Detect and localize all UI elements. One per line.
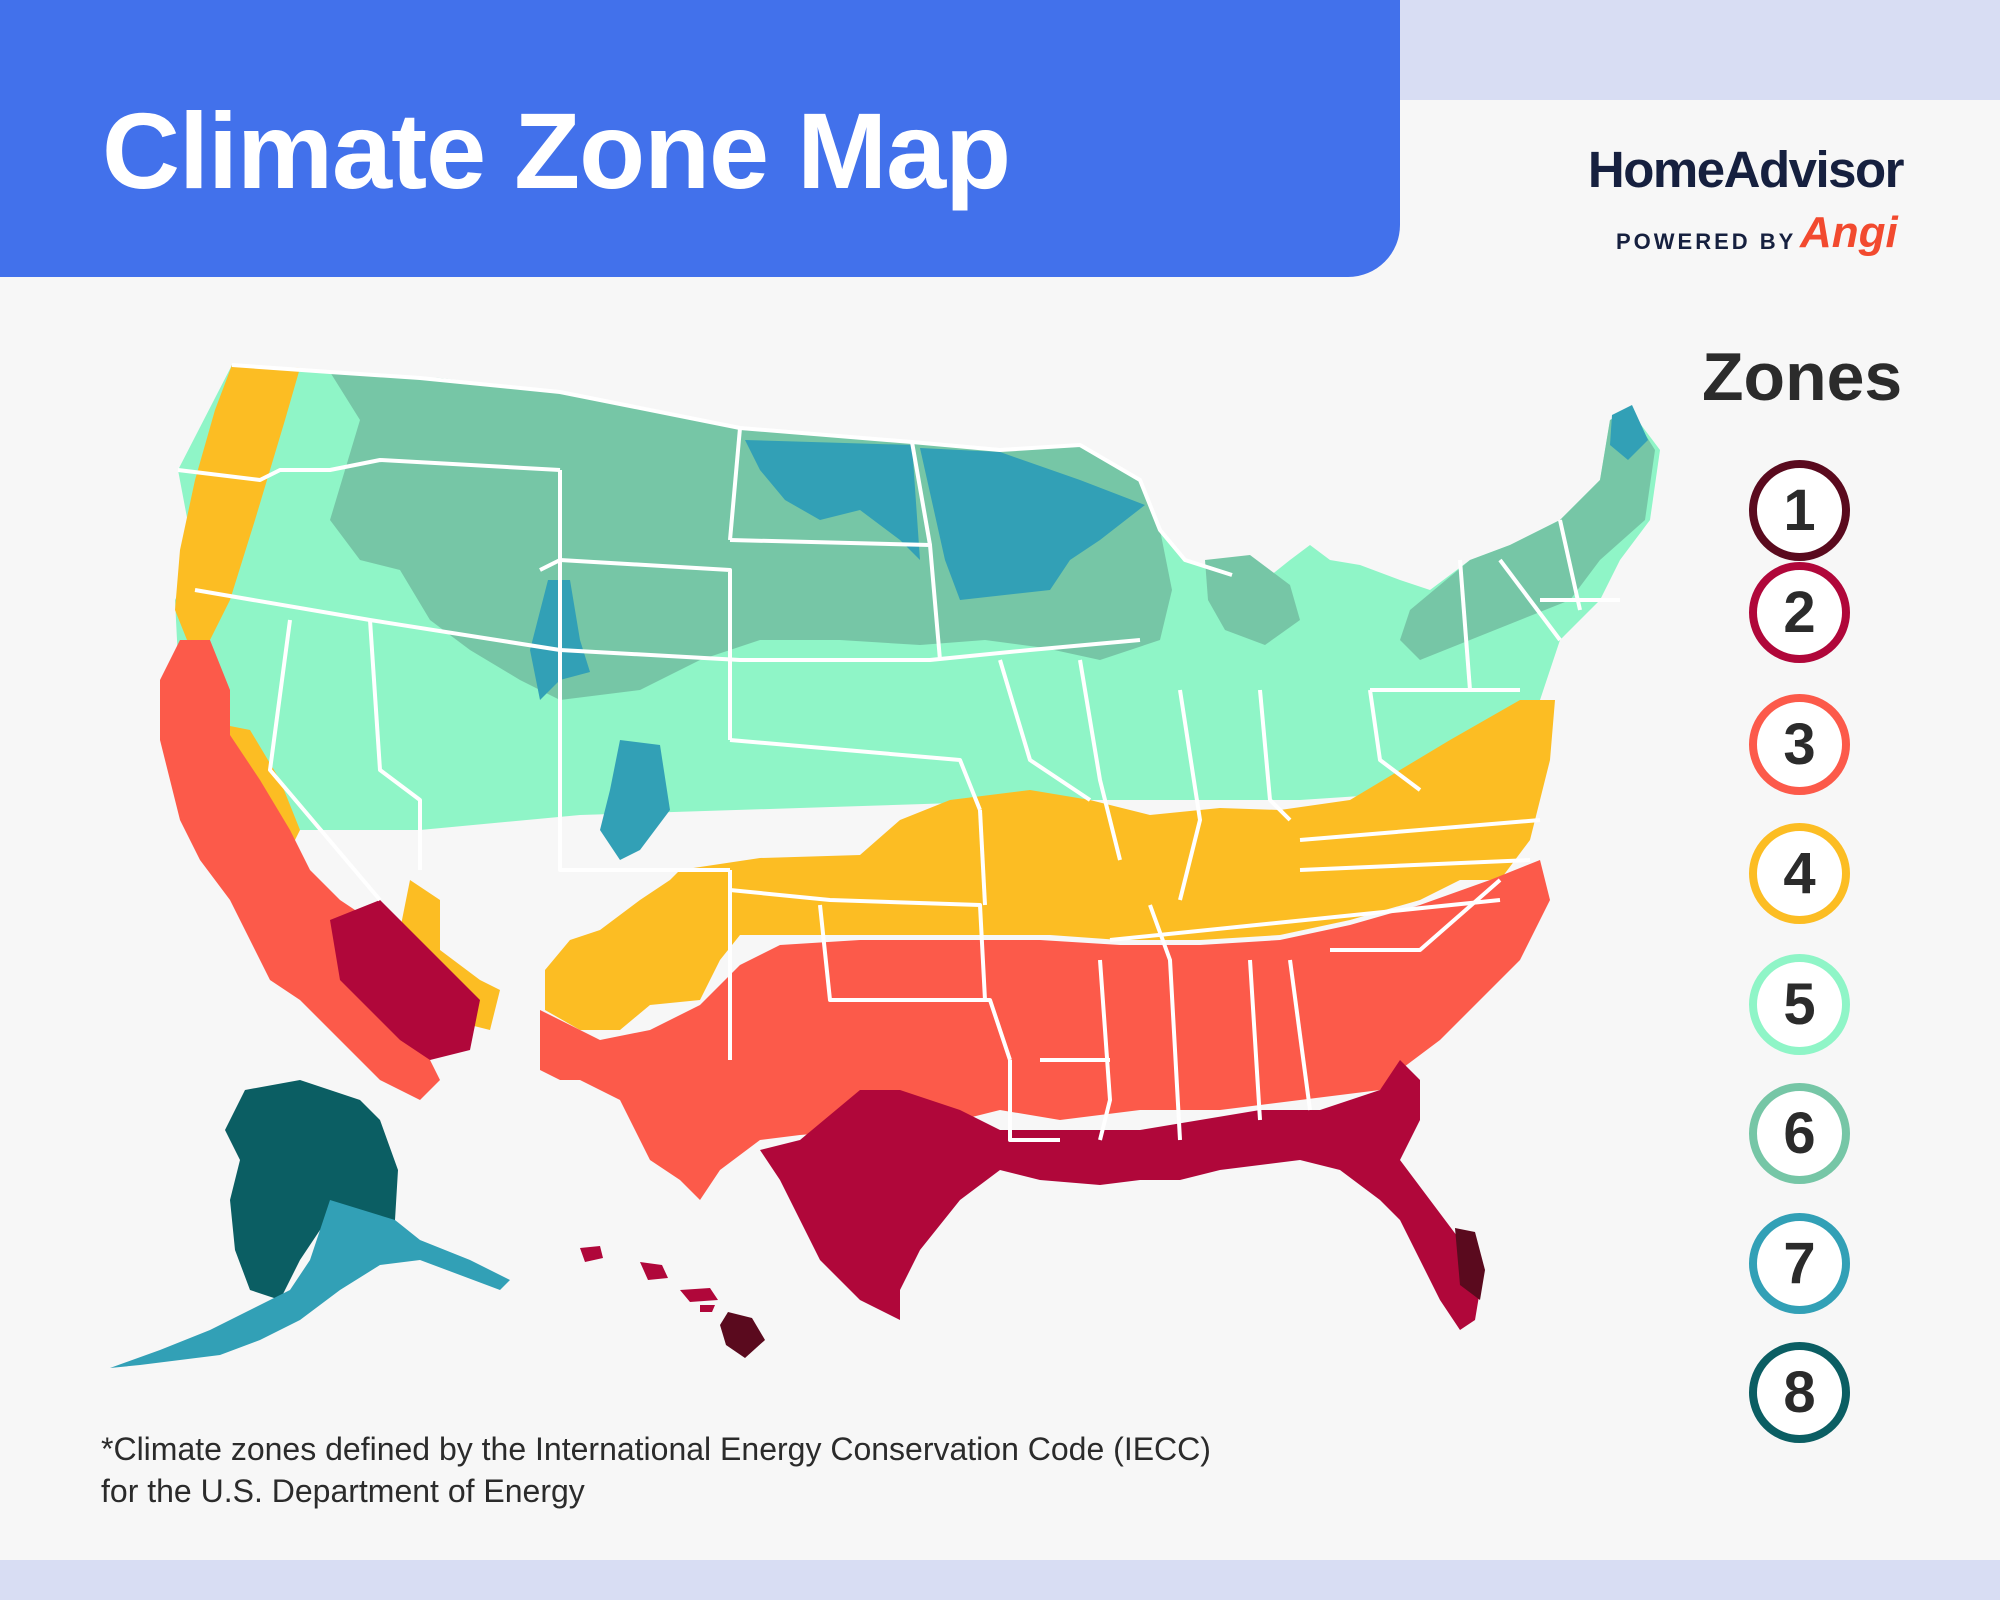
zone-2-gulf bbox=[760, 1060, 1480, 1330]
zone-7-northdakota bbox=[745, 440, 920, 560]
state-borders bbox=[177, 363, 1620, 1142]
zone-2-hawaii-islands bbox=[580, 1246, 718, 1312]
legend-zone-8: 8 bbox=[1749, 1342, 1850, 1443]
brand-name: HomeAdvisor bbox=[1587, 141, 1905, 198]
zone-4-central bbox=[545, 700, 1555, 1030]
legend-zone-6: 6 bbox=[1749, 1083, 1850, 1184]
zone-3-south bbox=[540, 860, 1550, 1200]
legend-zone-3: 3 bbox=[1749, 694, 1850, 795]
zone-7-colorado bbox=[600, 740, 670, 860]
legend-zone-8-label: 8 bbox=[1783, 1360, 1816, 1425]
zone-6-region-michigan bbox=[1205, 555, 1300, 645]
brand-partner: Angi bbox=[1800, 208, 1898, 257]
zone-1-hawaii bbox=[720, 1312, 765, 1358]
legend-zone-1-label: 1 bbox=[1783, 478, 1816, 543]
title-banner: Climate Zone Map bbox=[0, 0, 1400, 277]
brand-powered-by: POWERED BY bbox=[1616, 229, 1797, 254]
zone-7-alaska bbox=[110, 1200, 510, 1368]
legend-zone-6-label: 6 bbox=[1783, 1101, 1816, 1166]
legend-zone-5-label: 5 bbox=[1783, 972, 1816, 1037]
legend-zone-7-label: 7 bbox=[1783, 1231, 1816, 1296]
zone-8-alaska bbox=[225, 1080, 398, 1300]
map-card: Climate Zone Map HomeAdvisor POWERED BY … bbox=[0, 0, 2000, 1560]
page-title: Climate Zone Map bbox=[102, 90, 1011, 211]
climate-zone-map bbox=[110, 363, 1660, 1368]
legend-zone-4: 4 bbox=[1749, 823, 1850, 924]
footnote: *Climate zones defined by the Internatio… bbox=[101, 1428, 1401, 1512]
legend-zone-3-label: 3 bbox=[1783, 712, 1816, 777]
legend-zone-7: 7 bbox=[1749, 1213, 1850, 1314]
zone-7-minnesota bbox=[920, 448, 1145, 600]
legend-zone-2-label: 2 bbox=[1783, 580, 1816, 645]
legend-zone-5: 5 bbox=[1749, 954, 1850, 1055]
legend-zone-2: 2 bbox=[1749, 562, 1850, 663]
footnote-line-2: for the U.S. Department of Energy bbox=[101, 1473, 585, 1509]
legend-zone-4-label: 4 bbox=[1783, 841, 1816, 906]
zone-4-westcoast bbox=[175, 365, 300, 660]
zone-1-florida bbox=[1455, 1228, 1485, 1300]
zone-7-maine bbox=[1610, 405, 1648, 460]
legend-zone-1: 1 bbox=[1749, 460, 1850, 561]
zone-2-arizona bbox=[330, 900, 480, 1060]
footnote-line-1: *Climate zones defined by the Internatio… bbox=[101, 1431, 1211, 1467]
legend-title: Zones bbox=[1702, 339, 1903, 415]
zone-4-southwest bbox=[400, 880, 500, 1030]
